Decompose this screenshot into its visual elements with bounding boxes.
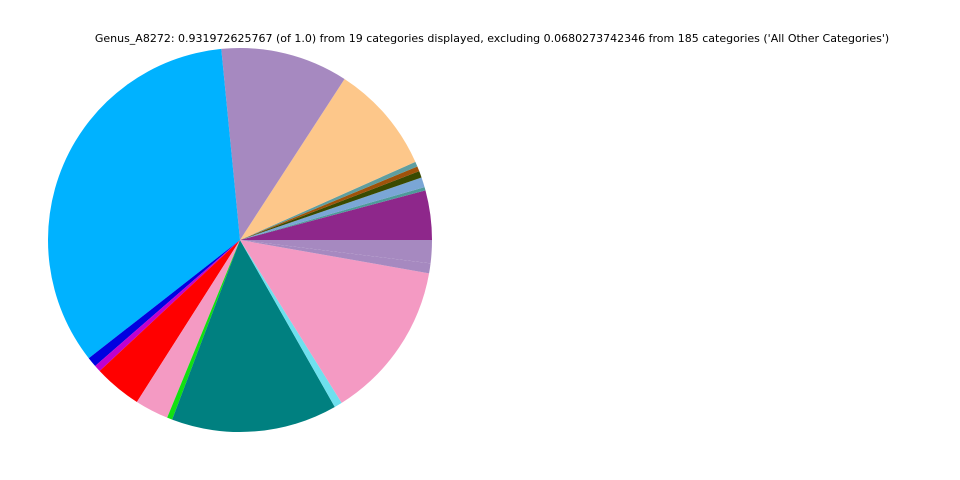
pie-slice bbox=[240, 177, 425, 240]
pie-slice bbox=[240, 240, 431, 274]
pie-slice bbox=[167, 240, 240, 420]
pie-slice bbox=[240, 240, 430, 403]
pie-slice bbox=[240, 190, 433, 240]
pie-slice bbox=[172, 240, 335, 433]
pie-slice bbox=[240, 166, 420, 240]
pie-slice bbox=[136, 240, 240, 418]
pie-slice bbox=[240, 240, 432, 264]
pie-slice bbox=[88, 240, 241, 367]
pie-slice bbox=[240, 240, 342, 407]
pie-slice bbox=[240, 78, 416, 241]
pie-slice bbox=[99, 240, 240, 402]
pie-slice bbox=[95, 240, 241, 372]
pie-slice bbox=[240, 187, 426, 240]
pie-slice bbox=[47, 48, 241, 359]
pie-slice bbox=[221, 47, 345, 240]
chart-title: Genus_A8272: 0.931972625767 (of 1.0) fro… bbox=[95, 32, 889, 45]
pie-slice bbox=[240, 171, 422, 240]
pie-slice bbox=[240, 161, 418, 240]
